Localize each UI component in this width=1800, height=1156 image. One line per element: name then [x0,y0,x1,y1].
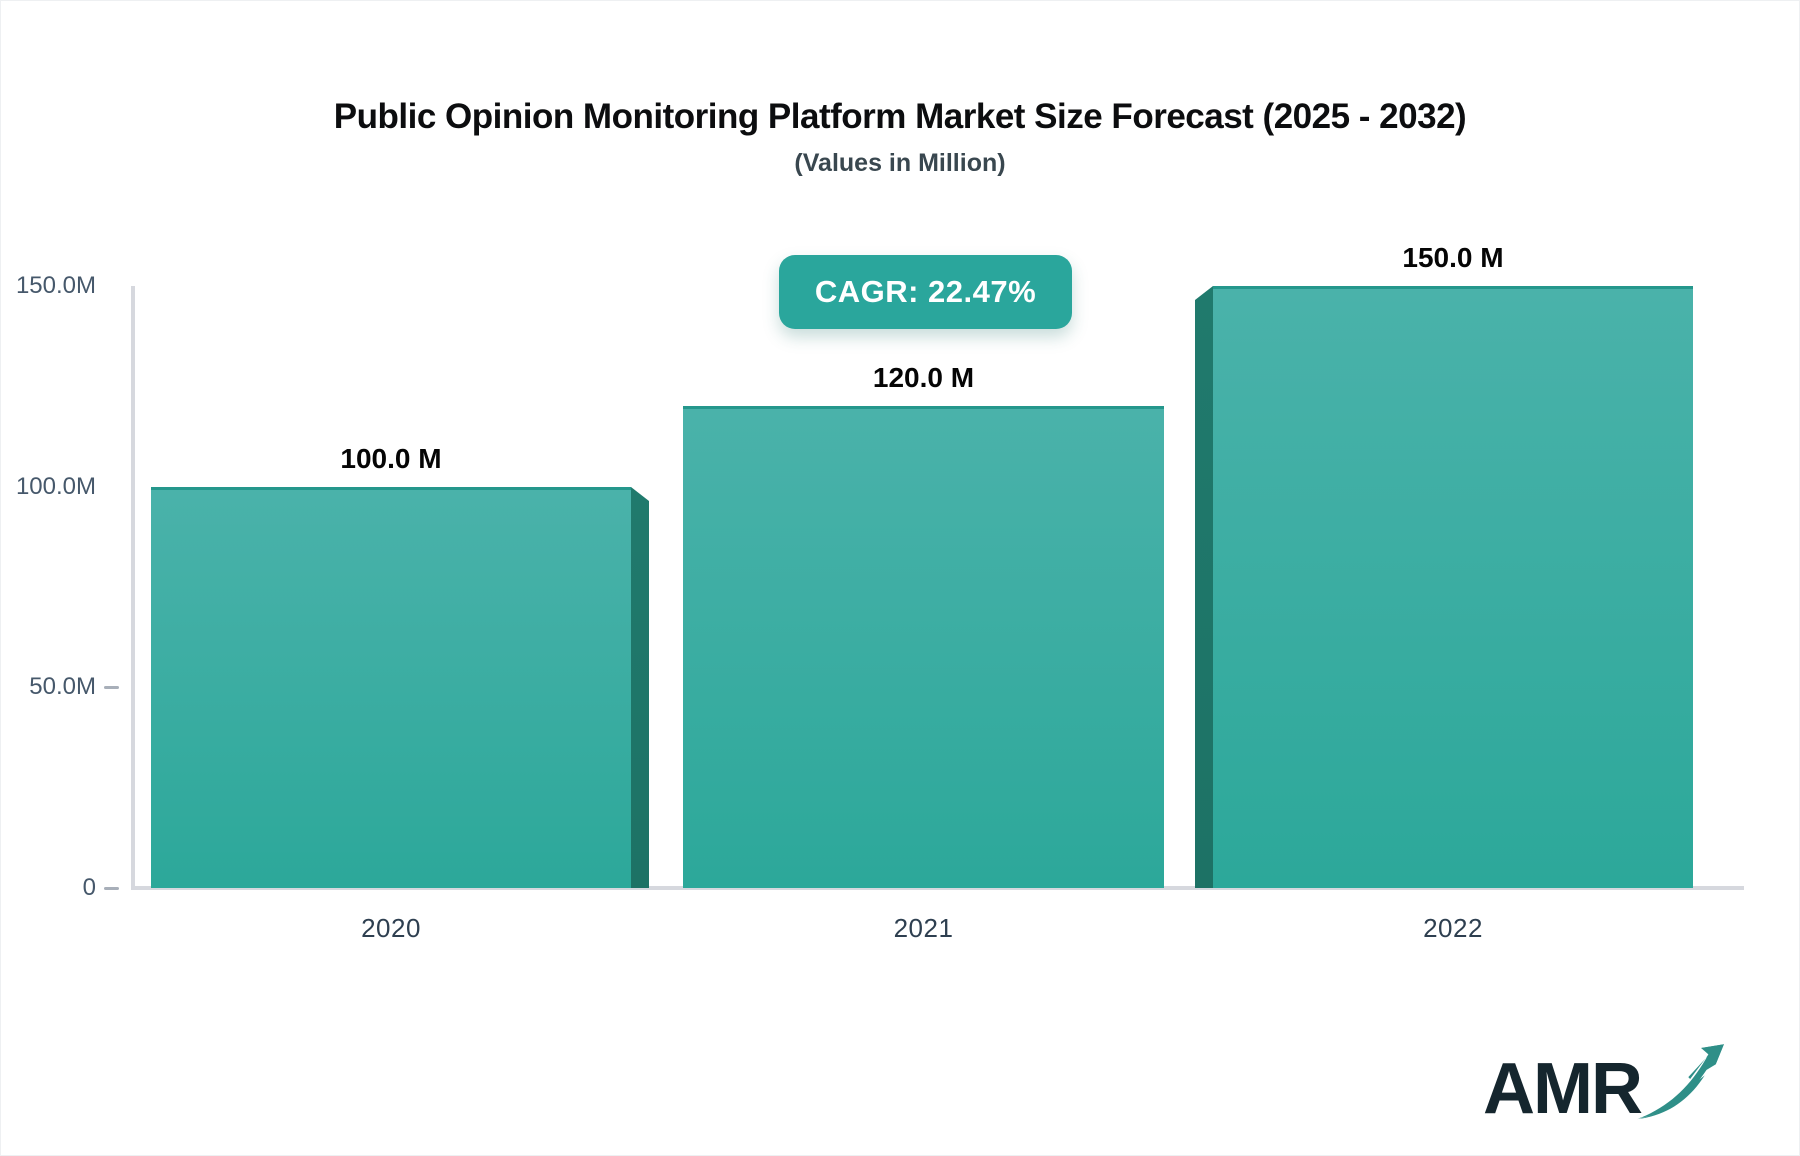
chart-title: Public Opinion Monitoring Platform Marke… [333,97,1467,136]
cagr-badge: CAGR: 22.47% [779,255,1072,329]
y-tick-0: 0 [1,874,119,902]
x-label-2020: 2020 [361,913,421,943]
tick-dash [104,886,119,890]
y-tick-label: 50.0M [29,673,96,701]
bar-value-label-2020: 100.0 M [340,443,442,474]
x-axis-line [131,886,1744,890]
x-label-2021: 2021 [893,913,954,943]
bar-2022-bevel [1195,286,1213,888]
bar-value-label-2021: 120.0 M [872,362,975,393]
amr-logo-text: AMR [1483,1048,1643,1129]
bar-2020-bevel [631,487,649,888]
y-tick-label: 150.0M [15,272,96,299]
y-tick-label: 0 [82,874,96,901]
bar-2022[interactable] [1195,286,1693,888]
amr-logo: AMR [1483,1037,1727,1129]
tick-dash [104,685,119,689]
bar-value-label-2022: 150.0 M [1402,242,1504,273]
y-axis-line [131,286,135,890]
y-tick-150: 150.0M [1,272,119,300]
y-tick-100: 100.0M [1,473,119,501]
growth-arrow-icon [1637,1044,1724,1120]
y-tick-50: 50.0M [1,673,119,701]
x-label-2022: 2022 [1423,913,1483,943]
bar-2021-face [683,406,1164,888]
y-tick-label: 100.0M [15,472,96,500]
cagr-badge-label: CAGR: 22.47% [814,274,1037,309]
bar-2021[interactable] [683,406,1164,888]
chart-subtitle: (Values in Million) [794,149,1006,177]
bar-2022-face [1213,286,1693,888]
bar-2020-face [151,487,631,888]
bar-2020[interactable] [151,487,649,888]
